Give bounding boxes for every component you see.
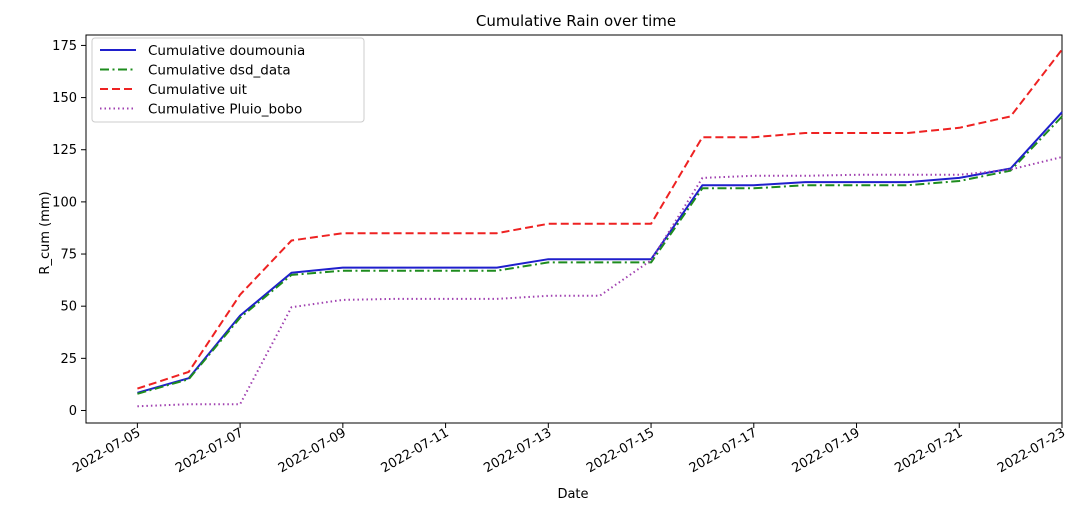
x-tick-label: 2022-07-17 <box>687 425 760 476</box>
chart-title: Cumulative Rain over time <box>476 12 676 30</box>
legend-label-1: Cumulative doumounia <box>148 43 305 59</box>
legend-label-2: Cumulative dsd_data <box>148 63 291 79</box>
y-axis: 0 25 50 75 100 125 150 175 <box>52 39 86 419</box>
x-axis-label: Date <box>557 487 588 502</box>
series-line-4 <box>137 156 1063 408</box>
x-tick-label: 2022-07-13 <box>481 425 554 476</box>
series-line-1 <box>137 111 1063 394</box>
y-tick-label: 25 <box>60 352 77 367</box>
plot-area <box>85 34 1063 424</box>
y-tick-label: 50 <box>60 300 77 315</box>
y-tick-label: 125 <box>52 143 77 158</box>
x-tick-label: 2022-07-21 <box>892 425 965 476</box>
x-tick-label: 2022-07-23 <box>995 425 1068 476</box>
y-axis-label: R_cum (mm) <box>38 191 53 274</box>
series-line-2 <box>137 115 1063 395</box>
x-tick-label: 2022-07-05 <box>70 425 143 476</box>
series-lines <box>137 48 1063 408</box>
x-axis: 2022-07-05 2022-07-07 2022-07-09 2022-07-11… <box>70 423 1068 476</box>
y-tick-label: 0 <box>69 404 77 419</box>
x-tick-label: 2022-07-07 <box>173 425 246 476</box>
x-tick-label: 2022-07-09 <box>276 425 349 476</box>
x-tick-label: 2022-07-15 <box>584 425 657 476</box>
legend-label-3: Cumulative uit <box>148 82 247 98</box>
x-tick-label: 2022-07-19 <box>790 425 863 476</box>
y-tick-label: 100 <box>52 195 77 210</box>
legend-box <box>91 37 365 123</box>
legend: Cumulative doumounia Cumulative dsd_data C… <box>91 37 365 123</box>
y-tick-label: 175 <box>52 39 77 54</box>
y-tick-label: 75 <box>60 248 77 263</box>
plot-frame <box>85 34 1063 424</box>
series-line-3 <box>137 48 1063 390</box>
x-tick-label: 2022-07-11 <box>379 425 452 476</box>
y-tick-label: 150 <box>52 91 77 106</box>
legend-label-4: Cumulative Pluio_bobo <box>148 102 302 118</box>
